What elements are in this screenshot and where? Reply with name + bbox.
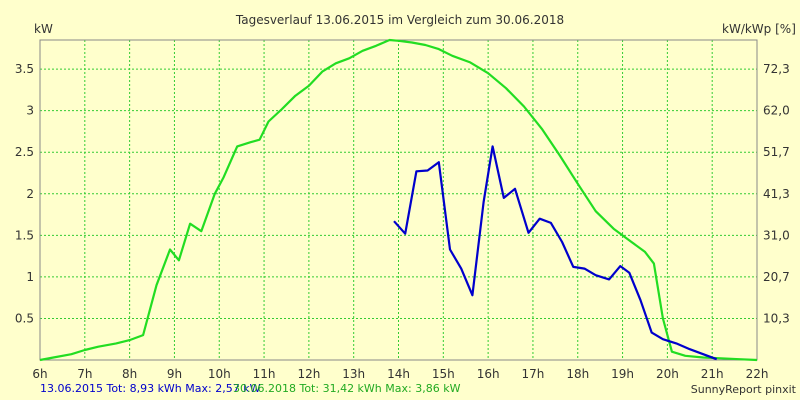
y-tick-label-right: 72,3 (763, 62, 790, 76)
x-tick-label: 20h (656, 367, 679, 381)
x-tick-label: 21h (701, 367, 724, 381)
x-tick-label: 12h (297, 367, 320, 381)
x-tick-label: 22h (746, 367, 769, 381)
y-tick-label-left: 2 (26, 187, 34, 201)
x-tick-label: 13h (342, 367, 365, 381)
y-tick-label-left: 0.5 (15, 311, 34, 325)
x-tick-label: 14h (387, 367, 410, 381)
y-tick-label-left: 1 (26, 270, 34, 284)
left-axis-unit: kW (34, 22, 53, 36)
y-tick-label-right: 51,7 (763, 145, 790, 159)
y-tick-label-left: 2.5 (15, 145, 34, 159)
x-tick-label: 9h (167, 367, 182, 381)
y-tick-label-right: 10,3 (763, 311, 790, 325)
footer-stat-2015: 13.06.2015 Tot: 8,93 kWh Max: 2,57 kW (40, 382, 261, 395)
y-tick-label-left: 1.5 (15, 228, 34, 242)
series_2015-line (393, 145, 718, 361)
footer-credit: SunnyReport pinxit (691, 383, 797, 396)
y-tick-label-left: 3 (26, 104, 34, 118)
x-tick-label: 10h (208, 367, 231, 381)
x-tick-label: 18h (566, 367, 589, 381)
chart-title: Tagesverlauf 13.06.2015 im Vergleich zum… (235, 13, 564, 27)
x-tick-label: 7h (77, 367, 92, 381)
x-tick-label: 16h (477, 367, 500, 381)
y-tick-label-right: 31,0 (763, 228, 790, 242)
series_2018-line (39, 38, 758, 362)
x-tick-label: 11h (253, 367, 276, 381)
x-tick-label: 17h (522, 367, 545, 381)
series-lines (39, 38, 758, 362)
right-axis-unit: kW/kWp [%] (722, 22, 796, 36)
axis-ticks: 6h 7h 8h 9h 10h 11h 12h 13h 14h 15h 16h 17h 18h 19h 20… (15, 62, 790, 381)
x-tick-label: 8h (122, 367, 137, 381)
y-tick-label-right: 20,7 (763, 270, 790, 284)
y-tick-label-right: 41,3 (763, 187, 790, 201)
x-tick-label: 19h (611, 367, 634, 381)
y-tick-label-left: 3.5 (15, 62, 34, 76)
x-tick-label: 6h (32, 367, 47, 381)
grid-lines (40, 40, 757, 360)
y-tick-label-right: 62,0 (763, 104, 790, 118)
x-tick-label: 15h (432, 367, 455, 381)
footer-stat-2018: 30.06.2018 Tot: 31,42 kWh Max: 3,86 kW (233, 382, 461, 395)
